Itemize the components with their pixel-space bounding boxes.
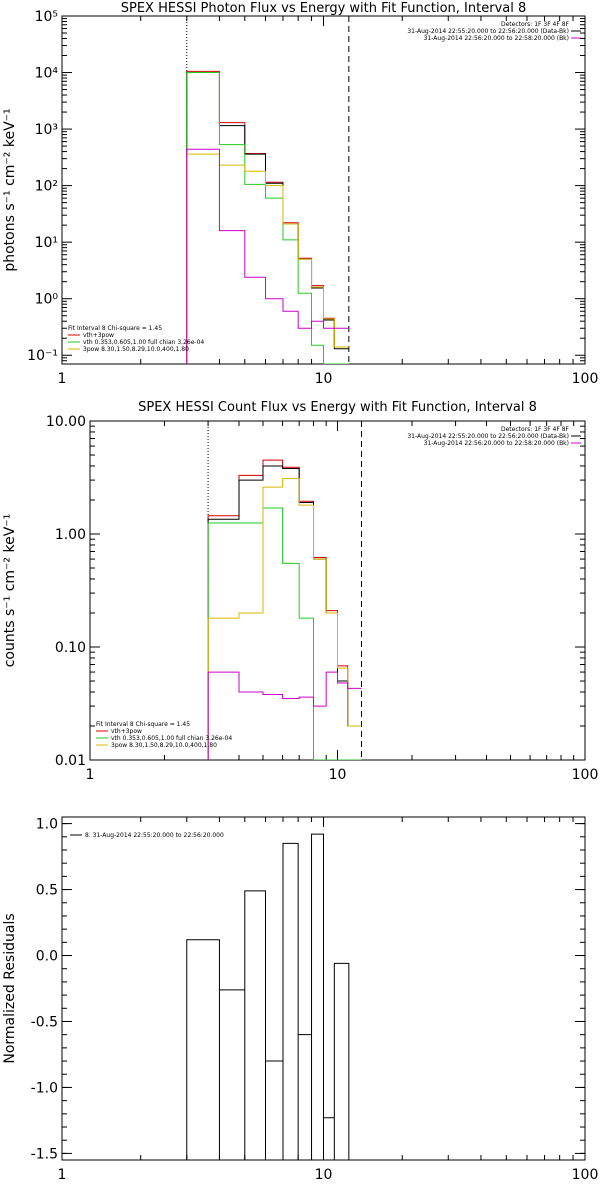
legend-top-line: Detectors: 1F 3F 4F 8F	[501, 21, 570, 28]
y-tick-label: 0.01	[55, 753, 86, 769]
y-tick-label: 1.00	[55, 527, 86, 543]
y-tick-label: -1.5	[31, 1146, 58, 1162]
y-tick-label: 10.00	[46, 414, 86, 430]
y-tick-label: 10⁵	[35, 9, 58, 25]
series-line-1	[186, 833, 350, 1160]
y-axis-label: Normalized Residuals	[2, 913, 18, 1063]
plot-area	[207, 421, 362, 760]
legend-bottom-header: Fit Interval 8 Chi-square = 1.45	[68, 325, 162, 332]
y-tick-label: 1.0	[36, 817, 58, 833]
series-line-5	[207, 671, 362, 760]
series-line-4	[207, 477, 362, 760]
x-tick-label: 10	[315, 1167, 333, 1183]
x-tick-label: 10	[315, 371, 333, 387]
series-line-3	[207, 507, 362, 760]
chart-panel-3: Normalized Residuals 1 10 100 -1.5 -1.0 -0.5 0.…	[2, 816, 599, 1183]
legend-top-line: 31-Aug-2014 22:56:20.000 to 22:58:20.000…	[424, 35, 569, 42]
y-tick-label: 10⁰	[35, 292, 59, 308]
y-tick-label: -1.0	[31, 1080, 58, 1096]
legend-top-line: 31-Aug-2014 22:55:20.000 to 22:56:20.000…	[407, 433, 569, 440]
residual-legend-text: 8. 31-Aug-2014 22:55:20.000 to 22:56:20.…	[85, 832, 224, 839]
legend-bottom-entry: vth 0.353,0.605,1.00 full chian 3.26e-04	[111, 735, 232, 742]
x-tick-label: 1	[86, 767, 95, 783]
plot-frame	[89, 420, 586, 761]
chart-panel-1: SPEX HESSI Photon Flux vs Energy with Fi…	[2, 1, 598, 387]
legend-bottom-entry: vth 0.353,0.605,1.00 full chian 3.26e-04	[83, 339, 204, 346]
plot-area	[186, 833, 350, 1160]
series-line-1	[207, 459, 362, 760]
legend-bottom-entry: vth+3pow	[83, 332, 114, 339]
series-line-2	[186, 72, 349, 364]
legend-bottom-entry: vth+3pow	[111, 728, 142, 735]
chart-panel-2: SPEX HESSI Count Flux vs Energy with Fit…	[2, 400, 598, 783]
series-line-5	[186, 148, 349, 364]
legend-bottom-header: Fit Interval 8 Chi-square = 1.45	[96, 721, 190, 728]
series-line-4	[186, 153, 349, 364]
legend-bottom-entry: 3pow 8.30,1.50,8.29,10.0,400,1.80	[111, 742, 217, 749]
y-tick-label: 10¹	[35, 235, 58, 251]
chart-title: SPEX HESSI Count Flux vs Energy with Fit…	[138, 400, 537, 415]
chart-title: SPEX HESSI Photon Flux vs Energy with Fi…	[121, 1, 527, 16]
x-tick-label: 100	[572, 767, 599, 783]
x-tick-label: 100	[572, 371, 599, 387]
legend-bottom-entry: 3pow 8.30,1.50,8.29,10.0,400,1.80	[83, 346, 189, 353]
x-tick-label: 1	[58, 371, 67, 387]
y-tick-label: 10³	[35, 122, 58, 138]
y-axis-label: counts s⁻¹ cm⁻² keV⁻¹	[2, 514, 18, 668]
y-tick-label: 0.10	[55, 640, 86, 656]
y-tick-label: 10²	[35, 179, 58, 195]
legend-top-line: 31-Aug-2014 22:56:20.000 to 22:58:20.000…	[424, 440, 569, 447]
y-tick-label: -0.5	[31, 1014, 58, 1030]
x-tick-label: 10	[329, 767, 347, 783]
legend-top-line: 31-Aug-2014 22:55:20.000 to 22:56:20.000…	[407, 28, 569, 35]
y-tick-label: 0.0	[36, 949, 58, 965]
y-tick-label: 10⁴	[35, 66, 59, 82]
legend-top-line: Detectors: 1F 3F 4F 8F	[501, 426, 570, 433]
y-tick-label: 0.5	[36, 883, 58, 899]
x-tick-label: 100	[572, 1167, 599, 1183]
y-axis-label: photons s⁻¹ cm⁻² keV⁻¹	[2, 108, 18, 271]
plot-area	[186, 16, 350, 364]
y-tick-label: 10⁻¹	[27, 348, 58, 364]
x-tick-label: 1	[58, 1167, 67, 1183]
series-line-2	[207, 465, 362, 760]
